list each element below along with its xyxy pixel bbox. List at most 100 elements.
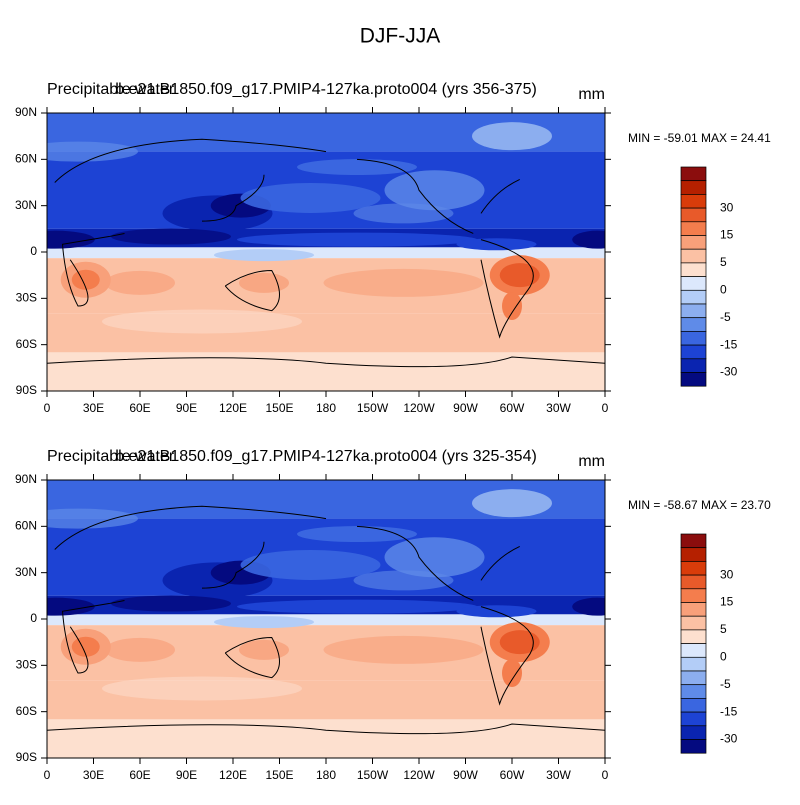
field-blob xyxy=(240,182,381,213)
field-band xyxy=(47,247,605,259)
field-blob xyxy=(572,597,605,616)
y-tick-label: 60N xyxy=(15,152,37,166)
x-tick-label: 180 xyxy=(316,768,336,782)
colorbar-box xyxy=(680,561,707,576)
x-tick-label: 150E xyxy=(265,401,293,415)
x-tick-label: 30W xyxy=(546,401,571,415)
field-blob xyxy=(499,263,540,288)
colorbar-box xyxy=(680,629,707,644)
colorbar-label: 5 xyxy=(720,255,727,269)
colorbar-box xyxy=(680,698,707,713)
field-blob xyxy=(323,268,484,297)
y-tick-label: 60N xyxy=(15,519,37,533)
colorbar-label: 30 xyxy=(720,200,734,214)
field-blob xyxy=(384,170,485,211)
field-blob xyxy=(353,203,454,224)
y-tick-label: 30S xyxy=(16,291,37,305)
colorbar-box xyxy=(680,372,707,387)
colorbar-box xyxy=(680,344,707,360)
field-blob xyxy=(47,230,95,249)
colorbar-box xyxy=(680,670,707,686)
colorbar-box xyxy=(680,221,707,236)
colorbar-box xyxy=(680,684,707,699)
y-tick-label: 90N xyxy=(15,105,37,119)
y-tick-label: 90S xyxy=(16,750,37,764)
y-tick-label: 30N xyxy=(15,565,37,579)
colorbar-box xyxy=(680,276,707,291)
x-tick-label: 60W xyxy=(500,768,525,782)
field-blob xyxy=(102,676,302,701)
field-band xyxy=(47,719,605,758)
x-tick-label: 120W xyxy=(403,401,435,415)
field-blob xyxy=(572,230,605,249)
field-blob xyxy=(214,616,314,629)
coastline xyxy=(356,158,520,234)
x-tick-label: 150W xyxy=(357,768,389,782)
field-blob xyxy=(239,639,289,660)
x-tick-label: 0 xyxy=(602,401,609,415)
right-title: mm xyxy=(578,453,605,470)
colorbar-label: 0 xyxy=(720,282,727,296)
field-blob xyxy=(111,228,231,245)
coastline xyxy=(480,606,534,706)
colorbar-label: -30 xyxy=(720,732,738,746)
colorbar-box xyxy=(680,547,707,562)
colorbar-label: -30 xyxy=(720,365,738,379)
coastline xyxy=(480,239,534,339)
colorbar-box xyxy=(680,166,707,182)
colorbar-box xyxy=(680,588,707,603)
x-tick-label: 120E xyxy=(219,768,247,782)
y-tick-label: 30S xyxy=(16,658,37,672)
map-field xyxy=(47,113,605,391)
stats: MIN = -59.01 MAX = 24.41 xyxy=(628,131,771,145)
x-tick-label: 30E xyxy=(83,401,104,415)
x-tick-label: 90E xyxy=(176,401,197,415)
field-blob xyxy=(71,636,100,657)
right-title: mm xyxy=(578,86,605,103)
colorbar-label: 15 xyxy=(720,595,734,609)
field-blob xyxy=(47,597,95,616)
colorbar-label: 15 xyxy=(720,228,734,242)
field-blob xyxy=(47,508,138,529)
field-blob xyxy=(297,159,417,176)
colorbar-label: 0 xyxy=(720,649,727,663)
coastline xyxy=(224,270,280,312)
figure-title: DJF-JJA xyxy=(360,25,441,48)
field-blob xyxy=(105,637,175,662)
center-title: b.e21.B1850.f09_g17.PMIP4-127ka.proto004… xyxy=(115,448,537,465)
x-tick-label: 60W xyxy=(500,401,525,415)
x-tick-label: 0 xyxy=(44,401,51,415)
x-tick-label: 150E xyxy=(265,768,293,782)
y-tick-label: 0 xyxy=(30,611,37,625)
field-blob xyxy=(502,292,522,321)
x-tick-label: 120W xyxy=(403,768,435,782)
x-tick-label: 90W xyxy=(453,401,478,415)
field-blob xyxy=(47,141,138,162)
colorbar-box xyxy=(680,615,707,631)
field-blob xyxy=(472,489,552,518)
x-tick-label: 30E xyxy=(83,768,104,782)
colorbar-label: 5 xyxy=(720,622,727,636)
coastline xyxy=(54,505,327,589)
field-blob xyxy=(499,630,540,655)
y-tick-label: 30N xyxy=(15,198,37,212)
y-tick-label: 0 xyxy=(30,244,37,258)
field-blob xyxy=(239,272,289,293)
field-blob xyxy=(71,269,100,290)
field-blob xyxy=(237,232,477,247)
field-band xyxy=(47,614,605,626)
colorbar-box xyxy=(680,643,707,658)
colorbar-box xyxy=(680,574,707,590)
field-blob xyxy=(111,595,231,612)
field-blob xyxy=(237,599,477,614)
colorbar-box xyxy=(680,180,707,195)
coastline xyxy=(224,637,280,679)
x-tick-label: 0 xyxy=(602,768,609,782)
x-tick-label: 90E xyxy=(176,768,197,782)
colorbar-box xyxy=(680,725,707,740)
x-tick-label: 120E xyxy=(219,401,247,415)
x-tick-label: 60E xyxy=(129,401,150,415)
field-blob xyxy=(353,570,454,591)
x-tick-label: 60E xyxy=(129,768,150,782)
